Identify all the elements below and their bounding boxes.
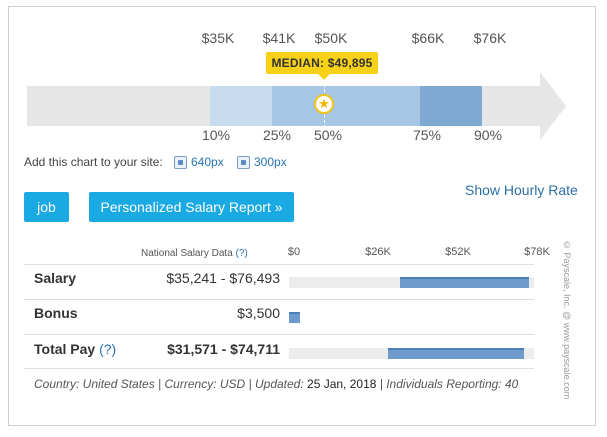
pct-10: 10% bbox=[201, 127, 231, 143]
footer-meta: Country: United States | Currency: USD |… bbox=[34, 377, 519, 391]
row-label-total-pay: Total Pay (?) bbox=[34, 341, 117, 357]
axis-tick: $0 bbox=[287, 246, 301, 258]
embed-text: Add this chart to your site: bbox=[24, 155, 163, 169]
table-header: National Salary Data (?) bbox=[141, 248, 248, 259]
tick-50k: $50K bbox=[314, 30, 348, 46]
tick-35k: $35K bbox=[201, 30, 235, 46]
embed-640-link[interactable]: 640px bbox=[191, 155, 224, 169]
total-pay-bar bbox=[388, 348, 524, 359]
help-link[interactable]: (?) bbox=[99, 341, 117, 357]
salary-report-button[interactable]: Personalized Salary Report » bbox=[89, 192, 294, 222]
copyright-watermark: © Payscale, Inc. @ www.payscale.com bbox=[562, 240, 572, 400]
embed-300-link[interactable]: 300px bbox=[254, 155, 287, 169]
job-button[interactable]: job bbox=[24, 192, 69, 222]
tick-41k: $41K bbox=[262, 30, 296, 46]
show-hourly-rate-link[interactable]: Show Hourly Rate bbox=[465, 182, 578, 198]
row-divider bbox=[24, 264, 534, 265]
median-badge: MEDIAN: $49,895 bbox=[266, 52, 378, 80]
help-link[interactable]: (?) bbox=[235, 248, 248, 259]
tick-66k: $66K bbox=[411, 30, 445, 46]
row-value-salary: $35,241 - $76,493 bbox=[166, 270, 280, 286]
axis-tick: $52K bbox=[445, 246, 471, 258]
row-value-bonus: $3,500 bbox=[237, 305, 280, 321]
axis-tick: $26K bbox=[365, 246, 391, 258]
range-arrow-head bbox=[540, 72, 566, 140]
pct-90: 90% bbox=[473, 127, 503, 143]
row-label-bonus: Bonus bbox=[34, 305, 78, 321]
row-label-salary: Salary bbox=[34, 270, 77, 286]
row-divider bbox=[24, 334, 534, 335]
star-icon: ★ bbox=[314, 94, 334, 114]
tick-76k: $76K bbox=[473, 30, 507, 46]
salary-bar-track bbox=[289, 277, 534, 288]
pct-25: 25% bbox=[262, 127, 292, 143]
pct-50: 50% bbox=[313, 127, 343, 143]
pct-75: 75% bbox=[412, 127, 442, 143]
salary-bar bbox=[399, 277, 530, 288]
row-divider bbox=[24, 299, 534, 300]
range-10-25 bbox=[210, 86, 272, 126]
bonus-bar-track bbox=[289, 312, 534, 323]
total-pay-bar-track bbox=[289, 348, 534, 359]
row-divider bbox=[24, 368, 534, 369]
embed-icon[interactable] bbox=[237, 156, 250, 169]
axis-tick: $78K bbox=[524, 246, 550, 258]
range-75-90 bbox=[420, 86, 482, 126]
row-value-total-pay: $31,571 - $74,711 bbox=[167, 341, 280, 357]
range-25-75 bbox=[272, 86, 420, 126]
embed-icon[interactable] bbox=[174, 156, 187, 169]
bonus-bar bbox=[289, 312, 300, 323]
